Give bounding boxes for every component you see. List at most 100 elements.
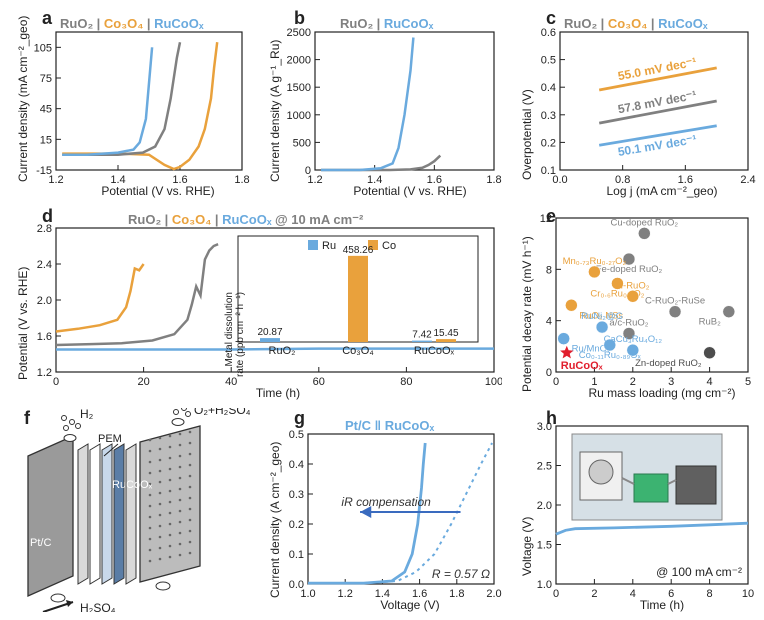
panel-d-legend: RuO₂ | Co₃O₄ | RuCoOₓ @ 10 mA cm⁻² [128,212,363,228]
svg-text:Cu-doped RuO₂: Cu-doped RuO₂ [611,217,679,228]
legend-c-ruo2: RuO₂ [564,16,597,31]
svg-text:Co₃O₄: Co₃O₄ [342,345,374,357]
panel-c-xlabel: Log j (mA cm⁻²_geo) [572,184,752,198]
svg-text:@ 100 mA cm⁻²: @ 100 mA cm⁻² [656,565,742,579]
legend-d-co3o4: Co₃O₄ [172,212,212,227]
panel-b-ylabel: Current density (A g⁻¹_Ru) [268,40,282,182]
panel-d-svg: 0204060801001.21.62.02.42.8Metal dissolu… [8,206,502,400]
svg-text:0.3: 0.3 [289,489,304,501]
panel-e-svg: 01234504812Cu-doped RuO₂Fe-doped RuO₂Mn₀… [512,206,756,400]
panel-h-xlabel: Time (h) [572,598,752,612]
panel-h-label: h [546,408,557,429]
svg-text:2000: 2000 [287,55,311,67]
svg-text:1000: 1000 [287,110,311,122]
svg-text:80: 80 [400,376,412,388]
panel-a-label: a [42,8,52,29]
svg-text:105: 105 [34,42,52,54]
svg-text:7.42: 7.42 [412,330,432,341]
legend-c-rucoox: RuCoOₓ [658,16,708,31]
svg-text:75: 75 [40,73,52,85]
panel-e-xlabel: Ru mass loading (mg cm⁻²) [562,386,762,400]
panel-g-ylabel: Current density (A cm⁻²_geo) [268,442,282,598]
svg-text:15: 15 [40,134,52,146]
svg-text:CaCu₃Ru₄O₁₂: CaCu₃Ru₄O₁₂ [604,334,663,345]
svg-text:iR compensation: iR compensation [341,495,431,509]
svg-text:1.0: 1.0 [537,579,552,591]
legend-b-ruo2: RuO₂ [340,16,373,31]
panel-d-ylabel: Potential (V vs. RHE) [16,267,30,380]
svg-text:Metal dissolution: Metal dissolution [224,292,235,366]
svg-text:500: 500 [293,137,311,149]
panel-h-svg: 02468101.01.52.02.53.0@ 100 mA cm⁻² [512,408,756,612]
legend-d-ruo2: RuO₂ [128,212,161,227]
panel-f: f H₂O₂+H₂SO₄PEMRuCoOₓPt/CH₂SO₄ [8,408,250,612]
svg-text:R = 0.57 Ω: R = 0.57 Ω [432,567,490,581]
panel-e-label: e [546,206,556,227]
svg-text:1.5: 1.5 [537,540,552,552]
svg-text:C-RuO₂-RuSe: C-RuO₂-RuSe [645,296,705,307]
svg-text:0.0: 0.0 [289,579,304,591]
svg-text:Co: Co [382,240,396,252]
svg-text:0.3: 0.3 [541,110,556,122]
legend-d-rucoox: RuCoOₓ [222,212,272,227]
panel-d: d 0204060801001.21.62.02.42.8Metal disso… [8,206,502,400]
svg-text:Ru: Ru [322,240,336,252]
panel-b-label: b [294,8,305,29]
panel-b-svg: 1.21.41.61.805001000150020002500 [260,8,502,198]
legend-b-rucoox: RuCoOₓ [384,16,434,31]
svg-text:2.5: 2.5 [537,461,552,473]
panel-g: g 1.01.21.41.61.82.00.00.10.20.30.40.5iR… [260,408,502,612]
panel-a-svg: 1.21.41.61.8-15154575105 [8,8,250,198]
panel-a-ylabel: Current density (mA cm⁻²_geo) [16,16,30,182]
panel-e-ylabel: Potential decay rate (mV h⁻¹) [520,236,534,392]
panel-a: a 1.21.41.61.8-15154575105 Current densi… [8,8,250,198]
legend-d-suffix: @ 10 mA cm⁻² [275,212,363,227]
legend-a-ruo2: RuO₂ [60,16,93,31]
panel-c: c 0.00.81.62.40.10.20.30.40.50.655.0 mV … [512,8,756,198]
svg-text:RuCoOₓ: RuCoOₓ [414,345,455,357]
svg-text:0: 0 [53,376,59,388]
svg-text:0.2: 0.2 [541,137,556,149]
svg-text:RuO₂: RuO₂ [269,345,296,357]
svg-text:0: 0 [553,588,559,600]
svg-text:100: 100 [485,376,502,388]
panel-b: b 1.21.41.61.805001000150020002500 Curre… [260,8,502,198]
figure-root: a 1.21.41.61.8-15154575105 Current densi… [0,0,764,620]
svg-text:4: 4 [546,316,552,328]
svg-text:RuCoOₓ: RuCoOₓ [112,479,153,491]
svg-text:0: 0 [553,376,559,388]
svg-text:RuCoOₓ: RuCoOₓ [561,360,604,372]
svg-text:PEM: PEM [98,433,122,445]
svg-text:0: 0 [546,367,552,379]
svg-text:0.1: 0.1 [289,549,304,561]
panel-g-title: Pt/C ‖ RuCoOₓ [345,418,434,433]
panel-d-xlabel: Time (h) [188,386,368,400]
svg-text:0.2: 0.2 [289,519,304,531]
svg-text:1.2: 1.2 [37,367,52,379]
panel-g-svg: 1.01.21.41.61.82.00.00.10.20.30.40.5iR c… [260,408,502,612]
panel-b-legend: RuO₂ | RuCoOₓ [340,16,433,31]
svg-text:8: 8 [546,264,552,276]
svg-text:45: 45 [40,104,52,116]
panel-a-legend: RuO₂ | Co₃O₄ | RuCoOₓ [60,16,204,31]
svg-text:20.87: 20.87 [257,327,282,338]
svg-text:Mn₀.₇₃Ru₀.₂₇O₂: Mn₀.₇₃Ru₀.₂₇O₂ [563,256,627,267]
panel-g-xlabel: Voltage (V) [320,598,500,612]
svg-text:Pt/C: Pt/C [30,537,51,549]
svg-text:0.5: 0.5 [541,55,556,67]
svg-text:0.1: 0.1 [541,165,556,177]
svg-text:-15: -15 [36,165,52,177]
panel-c-svg: 0.00.81.62.40.10.20.30.40.50.655.0 mV de… [512,8,756,198]
svg-text:H-RuO₂: H-RuO₂ [616,280,650,291]
svg-text:15.45: 15.45 [433,328,458,339]
svg-text:RuB₂: RuB₂ [699,317,721,328]
svg-text:0.4: 0.4 [541,82,556,94]
legend-c-co3o4: Co₃O₄ [608,16,648,31]
legend-a-rucoox: RuCoOₓ [154,16,204,31]
svg-text:458.26: 458.26 [343,245,374,256]
svg-text:rate (ppb cm⁻² h⁻¹): rate (ppb cm⁻² h⁻¹) [235,292,246,377]
svg-text:Zn-doped RuO₂: Zn-doped RuO₂ [635,358,702,369]
svg-text:H₂SO₄: H₂SO₄ [80,601,116,612]
panel-d-label: d [42,206,53,227]
panel-c-legend: RuO₂ | Co₃O₄ | RuCoOₓ [564,16,708,31]
